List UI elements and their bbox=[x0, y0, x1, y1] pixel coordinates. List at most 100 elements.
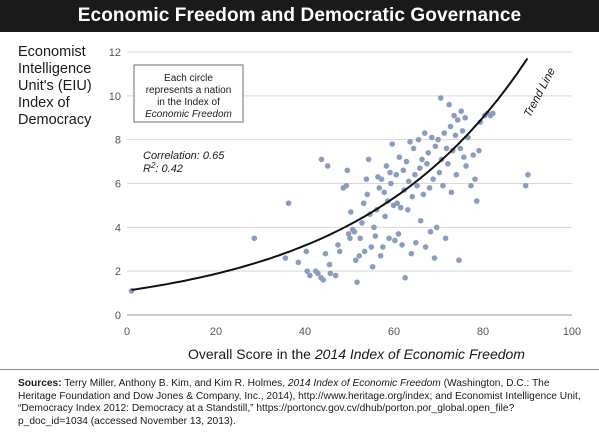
data-point bbox=[307, 272, 313, 279]
x-tick-labels: 0 20 40 60 80 100 bbox=[124, 326, 581, 338]
y-tick-label: 4 bbox=[115, 222, 121, 234]
data-point bbox=[395, 231, 402, 237]
y-tick-label: 8 bbox=[115, 135, 121, 147]
note-line: Economic Freedom bbox=[145, 109, 232, 120]
data-point bbox=[454, 117, 461, 123]
data-point bbox=[303, 248, 310, 255]
data-point bbox=[394, 200, 400, 207]
data-point bbox=[336, 248, 343, 255]
data-point bbox=[445, 160, 451, 167]
data-point bbox=[425, 150, 432, 156]
r2-label-sup: 2 bbox=[150, 161, 156, 170]
sources-label: Sources: bbox=[18, 378, 62, 389]
data-point bbox=[399, 242, 405, 248]
r2-label-prefix: R bbox=[143, 163, 151, 175]
data-point bbox=[392, 237, 398, 244]
note-box: Each circle represents a nation in the I… bbox=[133, 64, 244, 123]
data-point bbox=[421, 130, 428, 136]
data-point bbox=[468, 182, 474, 189]
data-point bbox=[461, 154, 467, 160]
data-point bbox=[393, 171, 400, 178]
chart-title-text: Economic Freedom and Democratic Governan… bbox=[77, 5, 522, 26]
data-point bbox=[381, 189, 388, 196]
data-point bbox=[489, 110, 496, 117]
data-point bbox=[458, 108, 464, 114]
data-point bbox=[440, 182, 446, 189]
data-point bbox=[432, 143, 439, 150]
data-point bbox=[369, 263, 376, 270]
data-point bbox=[424, 160, 430, 167]
data-point bbox=[470, 152, 477, 158]
data-point bbox=[525, 171, 531, 178]
x-tick-label: 20 bbox=[210, 326, 222, 338]
data-point bbox=[285, 200, 292, 207]
sources-italic: 2014 Index of Economic Freedom bbox=[287, 378, 441, 389]
data-point bbox=[295, 259, 302, 266]
data-point bbox=[427, 228, 434, 235]
correlation-label: Correlation: 0.65 bbox=[143, 150, 225, 162]
data-point bbox=[463, 163, 469, 169]
x-tick-label: 0 bbox=[124, 326, 130, 338]
data-point bbox=[324, 163, 331, 169]
note-line: in the Index of bbox=[157, 97, 220, 108]
data-point bbox=[442, 235, 449, 242]
x-axis-label-text: Overall Score in the 2014 Index of Econo… bbox=[188, 346, 525, 362]
data-point bbox=[320, 277, 327, 283]
data-point bbox=[443, 145, 450, 152]
data-point bbox=[457, 145, 464, 152]
data-point bbox=[456, 257, 462, 264]
data-point bbox=[408, 250, 415, 257]
data-point bbox=[407, 139, 413, 145]
data-point bbox=[448, 189, 455, 196]
data-point bbox=[322, 250, 329, 257]
data-point bbox=[413, 239, 419, 246]
data-point bbox=[372, 233, 379, 239]
data-point bbox=[433, 224, 440, 231]
y-tick-label: 6 bbox=[115, 179, 121, 191]
data-point bbox=[447, 123, 454, 130]
trend-line-label: Trend Line bbox=[522, 66, 558, 119]
data-point bbox=[417, 217, 424, 224]
y-tick-label: 2 bbox=[115, 266, 121, 278]
data-point bbox=[405, 178, 412, 185]
y-tick-label: 0 bbox=[115, 310, 121, 322]
data-point bbox=[364, 191, 371, 198]
data-point bbox=[431, 255, 438, 261]
y-axis-label: Economist Intelligence Unit's (EIU) Inde… bbox=[18, 44, 118, 129]
r2-label-suffix: : 0.42 bbox=[155, 163, 183, 175]
data-point bbox=[332, 272, 339, 279]
data-point bbox=[315, 270, 321, 277]
sources-text: Terry Miller, Anthony B. Kim, and Kim R.… bbox=[61, 378, 288, 389]
data-point bbox=[429, 134, 435, 141]
data-point bbox=[357, 235, 363, 242]
data-point bbox=[343, 182, 350, 189]
x-tick-label: 100 bbox=[563, 326, 581, 338]
data-point bbox=[473, 198, 480, 204]
data-point bbox=[383, 163, 390, 169]
data-point bbox=[453, 171, 460, 178]
data-point bbox=[387, 169, 393, 176]
data-point bbox=[368, 244, 375, 250]
data-point bbox=[476, 147, 482, 154]
data-point bbox=[419, 156, 425, 163]
data-points bbox=[128, 95, 531, 294]
note-box-frame bbox=[133, 64, 244, 123]
data-point bbox=[400, 167, 407, 174]
data-point bbox=[361, 248, 368, 255]
data-point bbox=[345, 231, 352, 237]
data-point bbox=[435, 136, 441, 143]
data-point bbox=[376, 185, 383, 191]
data-point bbox=[363, 176, 370, 182]
data-point bbox=[327, 270, 334, 277]
data-point bbox=[441, 130, 448, 136]
data-point bbox=[420, 191, 427, 198]
r2-label: R2: 0.42 bbox=[143, 161, 183, 175]
chart-title: Economic Freedom and Democratic Governan… bbox=[0, 0, 599, 32]
data-point bbox=[386, 235, 392, 242]
data-point bbox=[436, 169, 443, 176]
y-axis-label-line: Intelligence bbox=[18, 61, 92, 77]
data-point bbox=[402, 274, 408, 281]
y-tick-label: 10 bbox=[109, 91, 121, 103]
note-line: Each circle bbox=[164, 73, 213, 84]
data-point bbox=[452, 132, 459, 139]
